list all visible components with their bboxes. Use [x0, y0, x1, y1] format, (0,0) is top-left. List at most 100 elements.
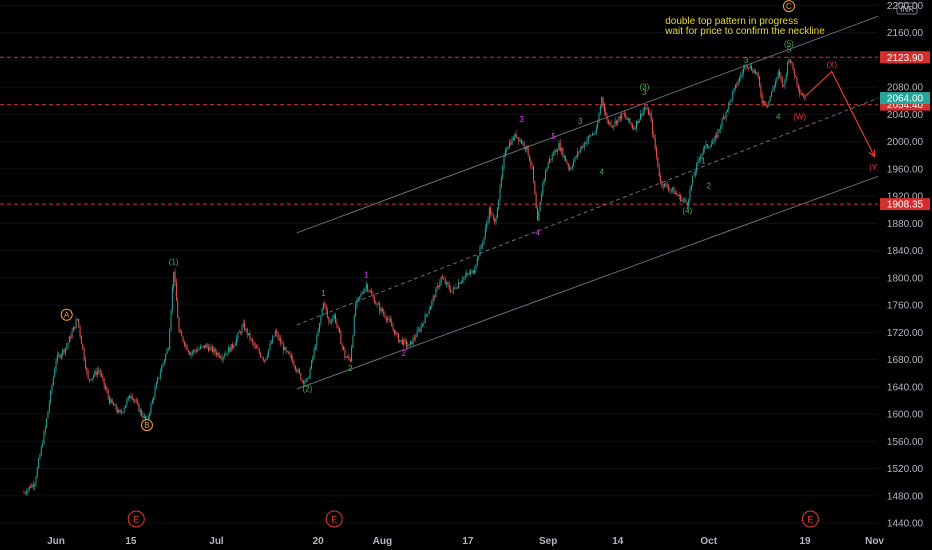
y-tick-label: 1920.00: [887, 192, 924, 203]
candle-body: [404, 339, 406, 341]
candle-body: [701, 153, 703, 158]
wave-label: 1: [321, 289, 326, 298]
candle-body: [202, 345, 204, 347]
candle-body: [265, 358, 267, 361]
candle-body: [225, 353, 227, 356]
time-axis[interactable]: Jun15Jul20Aug17Sep14Oct19Nov13: [47, 536, 932, 547]
candle-body: [301, 379, 303, 381]
candle-body: [641, 113, 643, 116]
candle-body: [302, 380, 304, 384]
level-price-tag-text: 2123.90: [887, 53, 924, 64]
candle-body: [171, 287, 173, 311]
candle-body: [325, 305, 327, 311]
candle-body: [578, 151, 580, 153]
earnings-marker[interactable]: [127, 510, 145, 528]
candle-body: [321, 308, 323, 317]
candle-body: [113, 402, 115, 406]
candle-body: [163, 359, 165, 364]
candle-body: [187, 350, 189, 353]
candle-body: [266, 355, 268, 359]
candle-body: [195, 350, 197, 352]
candle-body: [173, 271, 175, 288]
earnings-marker-label: E: [331, 515, 337, 525]
candle-body: [746, 66, 748, 68]
candle-body: [740, 75, 742, 78]
candle-body: [464, 275, 466, 277]
candle-body: [66, 346, 68, 349]
wave-label: 4: [599, 168, 604, 177]
candle-body: [579, 148, 581, 152]
candle-body: [203, 345, 205, 348]
candlestick-series[interactable]: [23, 57, 806, 496]
candle-body: [40, 446, 42, 455]
candle-body: [62, 349, 64, 355]
candle-body: [82, 344, 84, 349]
candle-body: [736, 84, 738, 86]
candle-body: [427, 313, 429, 315]
candle-body: [779, 71, 781, 76]
candle-body: [296, 369, 298, 372]
candle-body: [67, 342, 69, 347]
candle-body: [367, 284, 369, 291]
candle-body: [615, 120, 617, 124]
candle-body: [692, 176, 694, 185]
candle-body: [122, 411, 124, 413]
candle-body: [306, 378, 308, 380]
candle-body: [305, 378, 307, 382]
price-axis-background: [878, 0, 932, 550]
candle-body: [761, 95, 763, 104]
candle-body: [416, 330, 418, 337]
candle-body: [252, 339, 254, 343]
candle-body: [347, 356, 349, 358]
candle-body: [639, 113, 641, 120]
candle-body: [534, 181, 536, 195]
candle-body: [681, 199, 683, 202]
candle-body: [635, 121, 637, 129]
earnings-marker[interactable]: [801, 510, 819, 528]
candle-body: [344, 349, 346, 358]
wave-label-circle: [60, 308, 73, 321]
candle-body: [80, 335, 82, 345]
candle-body: [721, 119, 723, 127]
candle-body: [273, 335, 275, 337]
candle-body: [553, 154, 555, 156]
candle-body: [222, 356, 224, 360]
candle-body: [528, 155, 530, 161]
candle-body: [451, 291, 453, 293]
candle-body: [744, 65, 746, 69]
candle-body: [119, 409, 121, 413]
candle-body: [520, 139, 522, 144]
candle-body: [653, 133, 655, 138]
candle-body: [661, 181, 663, 186]
candle-body: [246, 328, 248, 335]
wave-label: (1): [169, 258, 179, 267]
candle-body: [804, 96, 806, 101]
candle-body: [459, 282, 461, 284]
candle-body: [133, 399, 135, 400]
candle-body: [644, 107, 645, 111]
price-axis[interactable]: INR 2200.002160.002120.002080.002040.002…: [878, 0, 932, 550]
candle-body: [175, 282, 177, 301]
last-price-tag-box: [880, 92, 930, 105]
candle-body: [484, 228, 486, 238]
candle-body: [86, 367, 88, 371]
candle-body: [417, 329, 419, 331]
candle-body: [100, 374, 102, 376]
candle-body: [87, 370, 89, 379]
candle-body: [542, 182, 544, 195]
candle-body: [593, 133, 595, 135]
candle-body: [662, 185, 664, 188]
candle-body: [391, 322, 393, 327]
projection-line: [804, 70, 876, 157]
candle-body: [658, 166, 660, 177]
candle-body: [39, 454, 41, 459]
candle-body: [213, 348, 215, 352]
candle-body: [648, 108, 650, 115]
candle-body: [793, 69, 795, 76]
earnings-marker[interactable]: [325, 510, 343, 528]
candle-body: [71, 331, 73, 338]
candle-body: [487, 219, 489, 224]
candle-body: [539, 201, 541, 212]
